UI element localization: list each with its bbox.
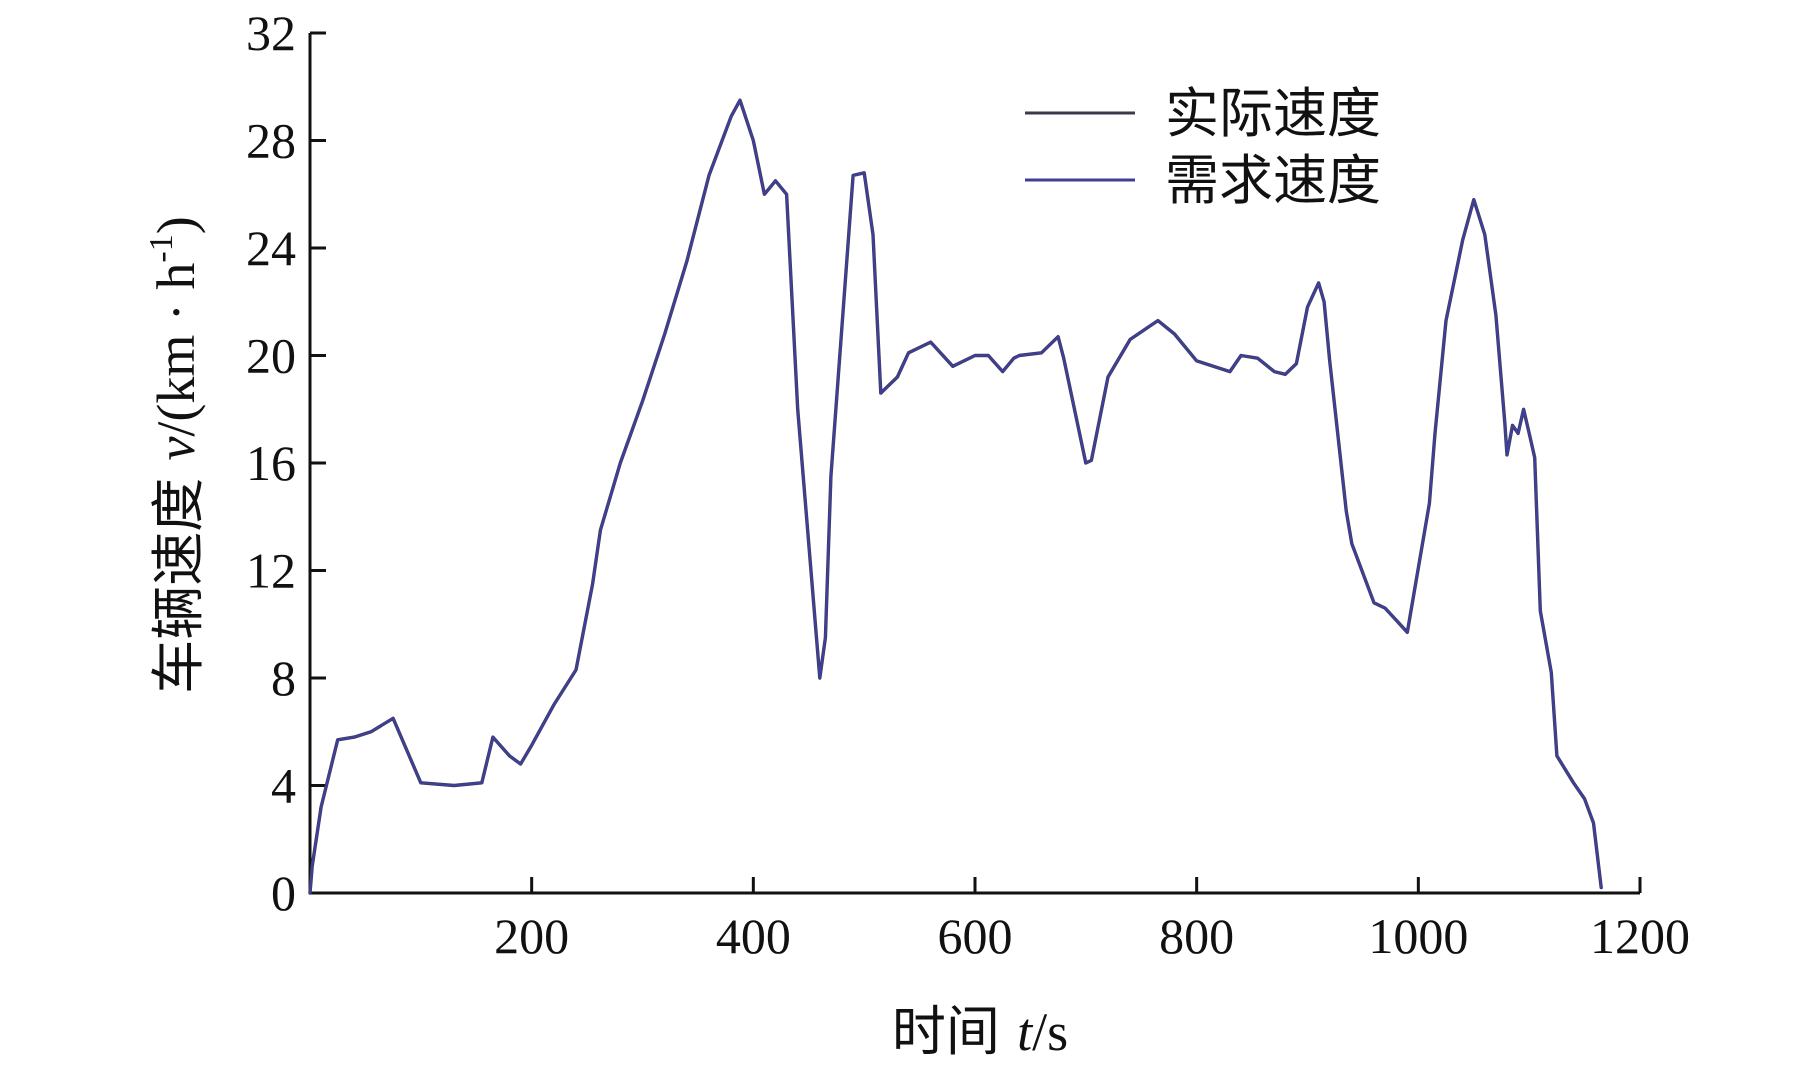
y-tick-label: 28 xyxy=(246,113,296,169)
y-tick-label: 16 xyxy=(246,435,296,491)
y-tick-label: 8 xyxy=(271,650,296,706)
y-tick-label: 24 xyxy=(246,220,296,276)
legend: 实际速度 需求速度 xyxy=(1025,82,1381,212)
axes xyxy=(308,33,1640,895)
y-axis-title-close: ) xyxy=(146,216,206,234)
x-axis-title: 时间 t/s xyxy=(892,1000,1068,1063)
y-axis-title-var: v xyxy=(146,437,206,461)
y-tick-label: 12 xyxy=(246,543,296,599)
y-tick-label: 0 xyxy=(271,865,296,921)
x-tick-label: 400 xyxy=(716,908,791,964)
y-axis-title: 车辆速度 v/(km · h-1) xyxy=(143,216,210,693)
ticks: 0 4 8 12 16 20 24 28 32 200 400 600 800 1000 1200 xyxy=(246,5,1690,964)
x-tick-label: 1200 xyxy=(1590,908,1690,964)
x-tick-label: 800 xyxy=(1159,908,1234,964)
series-line-actual xyxy=(308,98,1603,895)
legend-label-demand: 需求速度 xyxy=(1165,149,1381,212)
x-axis-title-var: t xyxy=(1017,1002,1034,1062)
series-line-demand xyxy=(308,98,1603,895)
y-tick-label: 4 xyxy=(271,758,296,814)
y-axis-title-prefix: 车辆速度 xyxy=(147,461,210,694)
x-tick-label: 600 xyxy=(938,908,1013,964)
series-layer xyxy=(308,98,1603,895)
x-tick-label: 1000 xyxy=(1368,908,1468,964)
x-axis-title-prefix: 时间 xyxy=(892,1000,1017,1063)
y-axis-title-sup: -1 xyxy=(143,234,180,262)
x-axis-title-unit: /s xyxy=(1032,1002,1068,1062)
y-tick-label: 32 xyxy=(246,5,296,61)
y-tick-label: 20 xyxy=(246,328,296,384)
x-tick-label: 200 xyxy=(494,908,569,964)
legend-label-actual: 实际速度 xyxy=(1165,82,1381,145)
y-axis-title-unit: /(km · h xyxy=(146,263,206,437)
